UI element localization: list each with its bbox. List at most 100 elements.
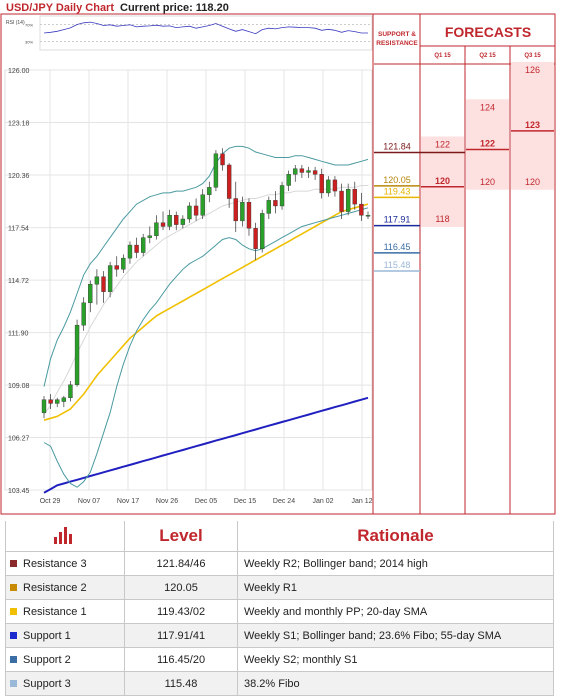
rsi-panel xyxy=(39,15,373,51)
usdjpy-chart: RSI (14) 70% 30% 126.00 123.18 120.36 117.54 11… xyxy=(0,13,556,515)
candle-body xyxy=(114,265,119,270)
quarter-label: Q1 15 xyxy=(434,53,451,59)
candle-body xyxy=(253,228,258,250)
table-row: Support 1 117.91/41 Weekly S1; Bollinger b… xyxy=(5,623,554,648)
y-tick-label: 114.72 xyxy=(8,278,29,285)
color-swatch xyxy=(10,656,17,664)
chart-title: USD/JPY Daily Chart xyxy=(6,2,115,14)
candle-body xyxy=(266,200,271,214)
candle-body xyxy=(279,185,285,207)
candle-body xyxy=(273,200,278,207)
candle-body xyxy=(48,399,53,404)
table-row: Resistance 2 120.05 Weekly R1 xyxy=(5,575,554,600)
level-rationale: Weekly R2; Bollinger band; 2014 high xyxy=(237,551,554,576)
x-tick-label: Dec 24 xyxy=(273,498,295,505)
candle-body xyxy=(174,215,179,225)
y-tick-label: 106.27 xyxy=(8,435,30,442)
forecast-high: 124 xyxy=(480,102,495,112)
candle-body xyxy=(187,205,192,220)
sr-level-value: 120.05 xyxy=(383,175,411,185)
y-tick-label: 123.18 xyxy=(8,121,30,128)
candle-body xyxy=(332,179,338,192)
forecast-low: 118 xyxy=(435,214,449,224)
quarter-label: Q2 15 xyxy=(479,53,496,59)
y-tick-label: 120.36 xyxy=(8,173,30,180)
candle-body xyxy=(160,222,166,227)
color-swatch xyxy=(10,632,17,640)
candle-body xyxy=(345,189,351,212)
candle-body xyxy=(207,187,212,195)
level-rationale: Weekly S2; monthly S1 xyxy=(237,647,554,672)
indicator-line-1 xyxy=(43,396,369,494)
table-row: Resistance 3 121.84/46 Weekly R2; Bollinge… xyxy=(5,551,554,576)
x-tick-label: Dec 05 xyxy=(195,498,217,505)
table-row: Support 2 116.45/20 Weekly S2; monthly S1 xyxy=(5,647,554,672)
forecast-high: 122 xyxy=(435,140,450,150)
x-tick-label: Oct 29 xyxy=(40,498,61,505)
color-swatch xyxy=(10,560,17,568)
candle-body xyxy=(101,276,106,292)
forecasts-title: FORECASTS xyxy=(445,24,531,40)
levels-table: Level Rationale Resistance 3 121.84/46 Wee… xyxy=(5,521,554,696)
candle-body xyxy=(339,190,344,212)
candle-body xyxy=(352,189,357,205)
x-tick-label: Nov 07 xyxy=(78,498,100,505)
candle-body xyxy=(180,218,186,225)
color-swatch xyxy=(10,608,17,616)
candle-body xyxy=(312,170,318,175)
rationale-header: Rationale xyxy=(237,521,554,552)
forecast-zone xyxy=(421,136,464,228)
current-price: Current price: 118.20 xyxy=(120,2,229,14)
forecast-low: 120 xyxy=(480,177,495,187)
level-value: 121.84/46 xyxy=(124,551,238,576)
level-header: Level xyxy=(124,521,238,552)
forecast-mid: 120 xyxy=(435,176,450,186)
x-tick-label: Jan 02 xyxy=(312,498,333,505)
level-rationale: Weekly and monthly PP; 20-day SMA xyxy=(237,599,554,624)
rsi-label: RSI (14) xyxy=(6,20,25,26)
level-rationale: 38.2% Fibo xyxy=(237,671,554,696)
level-name: Support 2 xyxy=(23,653,71,666)
candle-body xyxy=(220,153,225,166)
sr-level-value: 121.84 xyxy=(383,141,411,151)
level-name: Support 1 xyxy=(23,629,71,642)
level-name: Resistance 2 xyxy=(23,581,87,594)
indicator-line-0 xyxy=(43,203,369,421)
forecast-high: 126 xyxy=(525,65,540,75)
forecast-mid: 123 xyxy=(525,120,540,130)
candle-body xyxy=(127,244,133,259)
candle-body xyxy=(246,202,252,229)
candle-body xyxy=(299,168,305,173)
candle-body xyxy=(286,174,291,186)
level-value: 117.91/41 xyxy=(124,623,238,648)
candle-body xyxy=(55,399,60,404)
color-swatch xyxy=(10,680,17,688)
indicator-line-2 xyxy=(43,145,369,387)
candle-body xyxy=(107,265,113,292)
table-header-row: Level Rationale xyxy=(5,521,554,552)
level-value: 115.48 xyxy=(124,671,238,696)
sr-level-value: 115.48 xyxy=(384,260,411,270)
candle-body xyxy=(240,202,245,222)
candle-body xyxy=(41,399,47,413)
indicator-line-3 xyxy=(43,207,369,488)
y-tick-label: 126.00 xyxy=(8,68,30,75)
candle-body xyxy=(88,283,93,304)
level-value: 120.05 xyxy=(124,575,238,600)
y-tick-label: 109.08 xyxy=(8,383,30,390)
candle-body xyxy=(365,215,371,217)
candle-body xyxy=(68,384,73,399)
level-name-cell: Resistance 1 xyxy=(5,599,125,624)
candle-body xyxy=(140,237,146,253)
level-name: Resistance 3 xyxy=(23,557,87,570)
bar-chart-icon xyxy=(54,526,72,544)
candle-body xyxy=(293,168,298,175)
table-row: Support 3 115.48 38.2% Fibo xyxy=(5,671,554,696)
x-tick-label: Dec 15 xyxy=(234,498,256,505)
y-tick-label: 111.90 xyxy=(8,331,28,338)
sr-level-value: 117.91 xyxy=(384,215,411,225)
sr-title: RESISTANCE xyxy=(376,40,418,47)
candle-body xyxy=(306,170,311,173)
forecast-mid: 122 xyxy=(480,139,495,149)
x-tick-label: Jan 12 xyxy=(351,498,372,505)
